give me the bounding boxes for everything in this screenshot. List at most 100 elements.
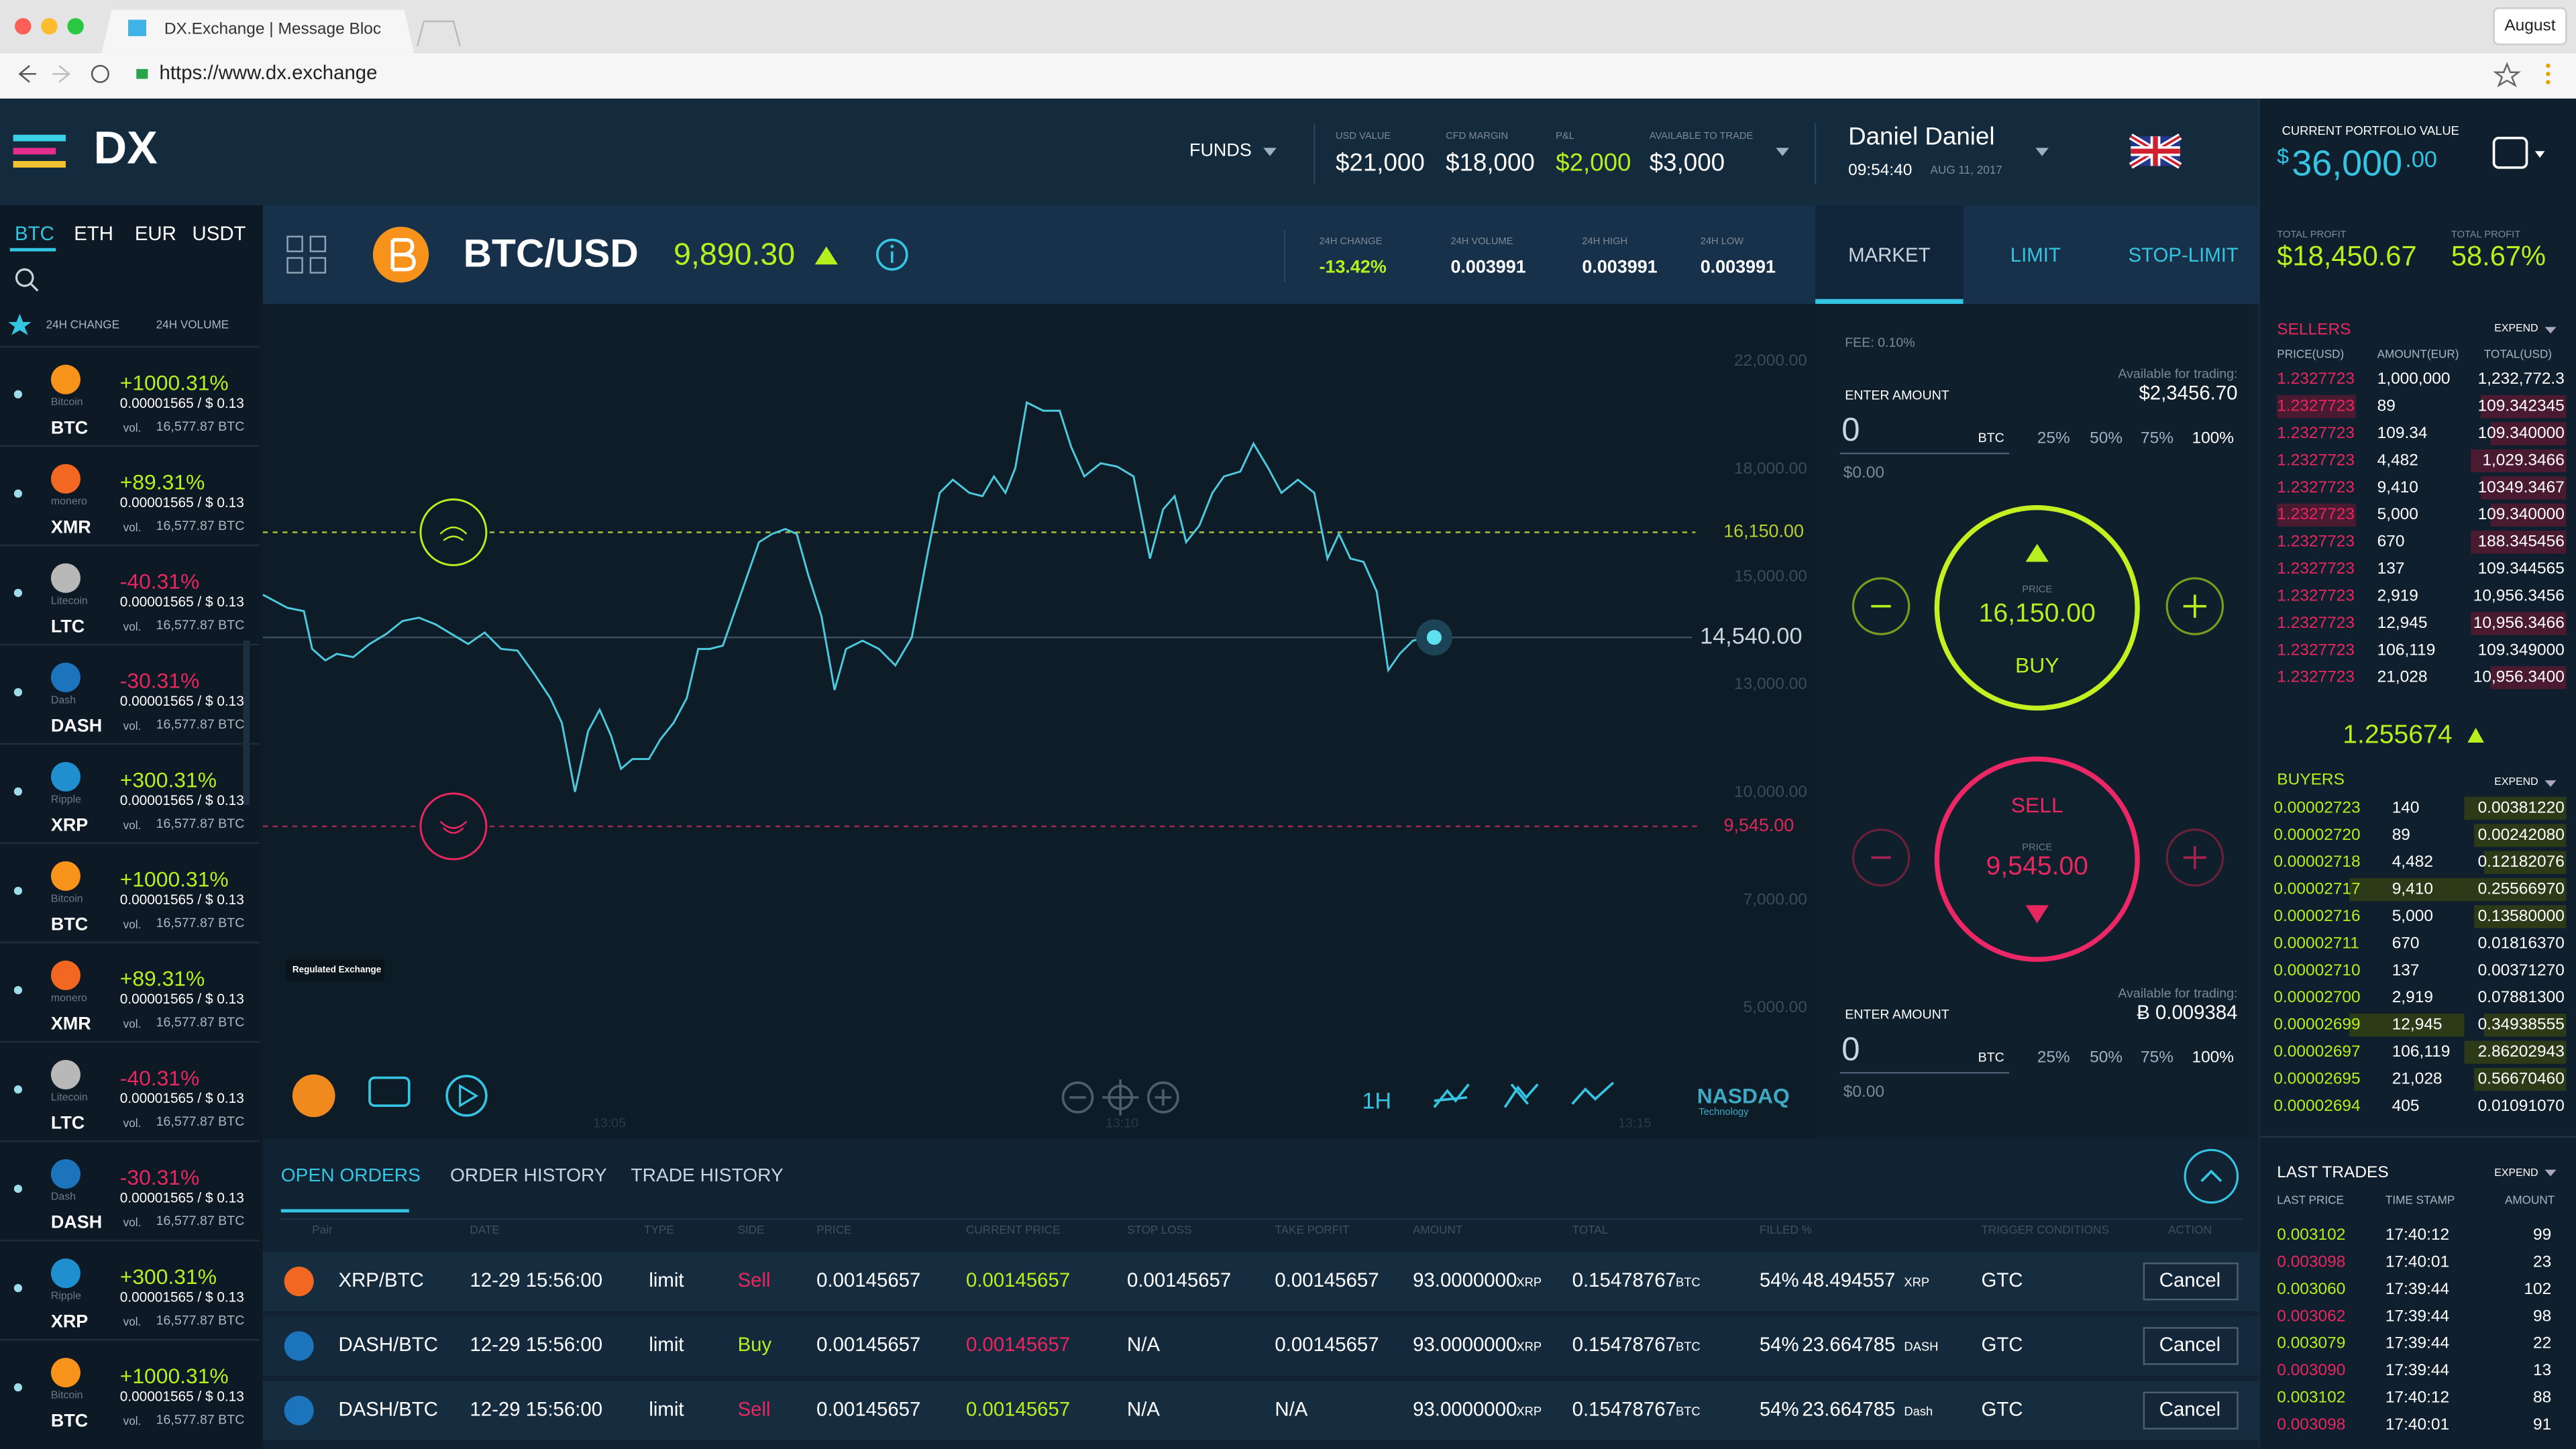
- tab[interactable]: [101, 9, 415, 53]
- stat-value: $3,000: [1650, 149, 1725, 176]
- caret[interactable]: [2534, 151, 2545, 158]
- percent-button[interactable]: 100%: [2192, 1049, 2234, 1067]
- amount: 93.0000000: [1413, 1269, 1517, 1291]
- info-icon[interactable]: [875, 238, 908, 271]
- min-dot[interactable]: [41, 17, 58, 35]
- buy-plus[interactable]: [2165, 577, 2224, 635]
- filled-amount: 48.494557: [1803, 1269, 1896, 1291]
- menu-dot[interactable]: [2546, 72, 2551, 76]
- cancel-label[interactable]: Cancel: [2159, 1269, 2220, 1291]
- bid-amount: 2,919: [2392, 988, 2433, 1006]
- sell-plus[interactable]: [2165, 828, 2224, 887]
- coin-symbol: LTC: [51, 1113, 85, 1133]
- menu-dot[interactable]: [2546, 80, 2551, 85]
- reload[interactable]: [91, 64, 109, 83]
- zoom-in[interactable]: [1147, 1081, 1179, 1114]
- percent-button[interactable]: 50%: [2090, 429, 2123, 447]
- scrollbar[interactable]: [243, 641, 250, 805]
- depth-bar: [2471, 449, 2567, 473]
- order-tab[interactable]: STOP-LIMIT: [2129, 244, 2239, 266]
- ask-total: 10,956.3466: [2473, 614, 2565, 632]
- caret[interactable]: [2544, 780, 2557, 788]
- caret[interactable]: [1263, 148, 1277, 156]
- percent-button[interactable]: 50%: [2090, 1049, 2123, 1067]
- collapse-button[interactable]: [2184, 1148, 2239, 1204]
- amount-input[interactable]: 0: [1841, 1031, 1860, 1067]
- app-icon[interactable]: [292, 1074, 335, 1118]
- bookmark[interactable]: [2493, 62, 2521, 88]
- amount-input[interactable]: 0: [1841, 412, 1860, 448]
- cancel-label[interactable]: Cancel: [2159, 1334, 2220, 1356]
- caret[interactable]: [2544, 327, 2557, 334]
- sell-minus[interactable]: [1851, 828, 1911, 887]
- menu-line[interactable]: [13, 148, 56, 155]
- ask-price: 1.2327723: [2277, 451, 2355, 469]
- percent-button[interactable]: 75%: [2141, 429, 2174, 447]
- currency-tab[interactable]: BTC: [15, 223, 54, 245]
- expand-button[interactable]: EXPEND: [2494, 776, 2538, 788]
- sort-button[interactable]: 24H VOLUME: [156, 317, 229, 331]
- menu-line[interactable]: [13, 161, 66, 168]
- sort-button[interactable]: 24H CHANGE: [46, 317, 119, 331]
- interval[interactable]: 1H: [1362, 1088, 1391, 1114]
- play-glyph: [459, 1083, 479, 1108]
- percent-button[interactable]: 75%: [2141, 1049, 2174, 1067]
- funds-menu[interactable]: FUNDS: [1189, 140, 1252, 160]
- currency-tab[interactable]: USDT: [193, 223, 246, 245]
- book-title: BUYERS: [2277, 771, 2345, 789]
- caret[interactable]: [1776, 148, 1789, 156]
- chart-type[interactable]: [1571, 1081, 1615, 1105]
- percent-button[interactable]: 25%: [2037, 1049, 2070, 1067]
- sell-handle[interactable]: [419, 792, 488, 861]
- cancel-button[interactable]: [2143, 1327, 2239, 1365]
- profile-button[interactable]: [2493, 7, 2567, 46]
- ticker-stat-label: 24H CHANGE: [1320, 236, 1383, 247]
- order-tab[interactable]: LIMIT: [2010, 244, 2061, 266]
- flag[interactable]: [2129, 133, 2182, 169]
- currency-tab[interactable]: EUR: [135, 223, 176, 245]
- menu-line[interactable]: [13, 134, 66, 142]
- orders-tab[interactable]: ORDER HISTORY: [450, 1165, 607, 1185]
- caret[interactable]: [2544, 1169, 2557, 1177]
- back[interactable]: [18, 65, 36, 83]
- coin-change: +89.31%: [120, 967, 205, 991]
- chart-type[interactable]: [1433, 1083, 1470, 1108]
- buy-minus[interactable]: [1851, 577, 1911, 635]
- zoom-out[interactable]: [1061, 1081, 1094, 1114]
- close-dot[interactable]: [15, 17, 32, 35]
- star[interactable]: [8, 313, 32, 335]
- order-tab[interactable]: MARKET: [1848, 244, 1930, 266]
- cancel-label[interactable]: Cancel: [2159, 1398, 2220, 1420]
- cancel-button[interactable]: [2143, 1391, 2239, 1430]
- max-dot[interactable]: [67, 17, 84, 35]
- bid-amount: 4,482: [2392, 853, 2433, 871]
- sell-button[interactable]: [1934, 756, 2140, 962]
- buy-handle[interactable]: [419, 498, 488, 566]
- forward[interactable]: [52, 65, 70, 83]
- side: Buy: [738, 1334, 772, 1356]
- percent-button[interactable]: 25%: [2037, 429, 2070, 447]
- play-button[interactable]: [445, 1075, 488, 1117]
- expand-button[interactable]: EXPEND: [2494, 323, 2538, 334]
- chart-type[interactable]: [1503, 1083, 1539, 1108]
- take-profit: N/A: [1275, 1398, 1307, 1420]
- orders-tab[interactable]: OPEN ORDERS: [281, 1165, 421, 1185]
- new-tab[interactable]: [416, 20, 461, 46]
- active-tab[interactable]: [1815, 205, 1964, 305]
- wallet-icon[interactable]: [2492, 136, 2528, 169]
- search-icon[interactable]: [15, 268, 34, 287]
- up-arrow: [814, 246, 838, 265]
- percent-button[interactable]: 100%: [2192, 429, 2234, 447]
- url[interactable]: https://www.dx.exchange: [160, 62, 378, 84]
- orders-tab[interactable]: TRADE HISTORY: [631, 1165, 784, 1185]
- time-label: 13:05: [593, 1116, 626, 1130]
- chat-icon[interactable]: [368, 1076, 411, 1108]
- trade-price: 0.003079: [2277, 1334, 2345, 1352]
- buy-button[interactable]: [1934, 505, 2140, 711]
- menu-dot[interactable]: [2546, 63, 2551, 68]
- caret[interactable]: [2035, 148, 2049, 156]
- cancel-button[interactable]: [2143, 1263, 2239, 1301]
- expand-button[interactable]: EXPEND: [2494, 1167, 2538, 1179]
- currency-tab[interactable]: ETH: [74, 223, 113, 245]
- grid-icon[interactable]: [286, 235, 327, 274]
